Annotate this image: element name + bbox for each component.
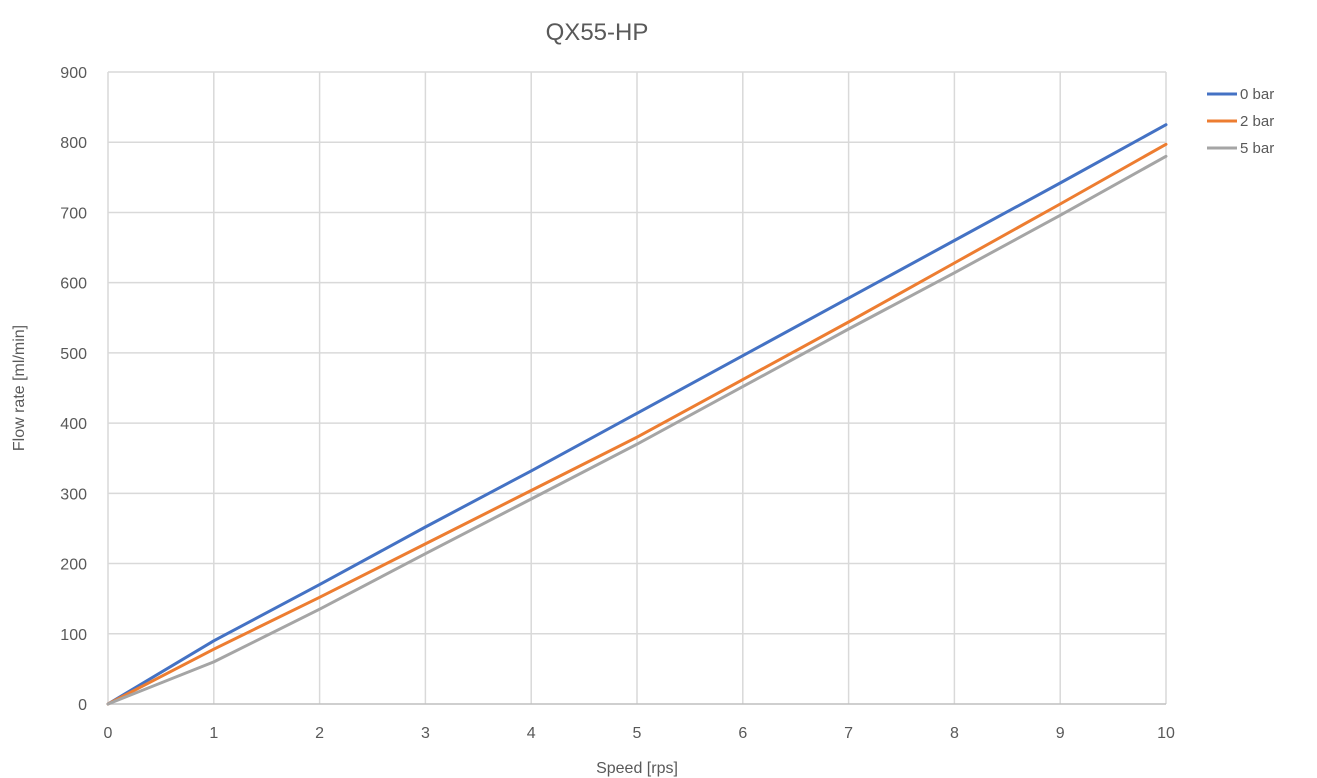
grid-lines (108, 71, 1167, 704)
y-tick-label: 900 (60, 65, 87, 82)
y-tick-label: 600 (60, 276, 87, 293)
y-tick-label: 700 (60, 205, 87, 222)
series-line-0-bar (106, 123, 1168, 706)
x-tick-label: 3 (421, 725, 430, 742)
x-tick-label: 4 (527, 725, 536, 742)
series-line-5-bar (106, 154, 1168, 706)
series-line-2-bar (106, 142, 1168, 706)
x-tick-label: 1 (209, 725, 218, 742)
legend-entry: 5 bar (1240, 140, 1274, 157)
x-tick-label: 5 (633, 725, 642, 742)
x-tick-label: 9 (1056, 725, 1065, 742)
x-tick-labels: 0 1 2 3 4 5 6 7 8 9 10 (104, 725, 1175, 742)
y-tick-label: 800 (60, 135, 87, 152)
legend: 0 bar 2 bar 5 bar (1207, 86, 1274, 157)
chart-title: QX55-HP (546, 19, 649, 46)
x-axis-label: Speed [rps] (596, 760, 678, 777)
y-axis-label: Flow rate [ml/min] (11, 325, 28, 451)
axes (107, 72, 1166, 705)
legend-entry: 0 bar (1240, 86, 1274, 103)
y-tick-label: 200 (60, 557, 87, 574)
x-tick-label: 2 (315, 725, 324, 742)
series-lines (106, 123, 1168, 706)
x-tick-label: 10 (1157, 725, 1175, 742)
x-tick-label: 6 (738, 725, 747, 742)
y-tick-label: 300 (60, 486, 87, 503)
y-tick-label: 100 (60, 627, 87, 644)
legend-entry: 2 bar (1240, 113, 1274, 130)
y-tick-label: 400 (60, 416, 87, 433)
x-tick-label: 8 (950, 725, 959, 742)
x-tick-label: 7 (844, 725, 853, 742)
y-tick-labels: 0 100 200 300 400 500 600 700 800 900 (60, 65, 87, 714)
x-tick-label: 0 (104, 725, 113, 742)
y-tick-label: 500 (60, 346, 87, 363)
y-tick-label: 0 (78, 697, 87, 714)
